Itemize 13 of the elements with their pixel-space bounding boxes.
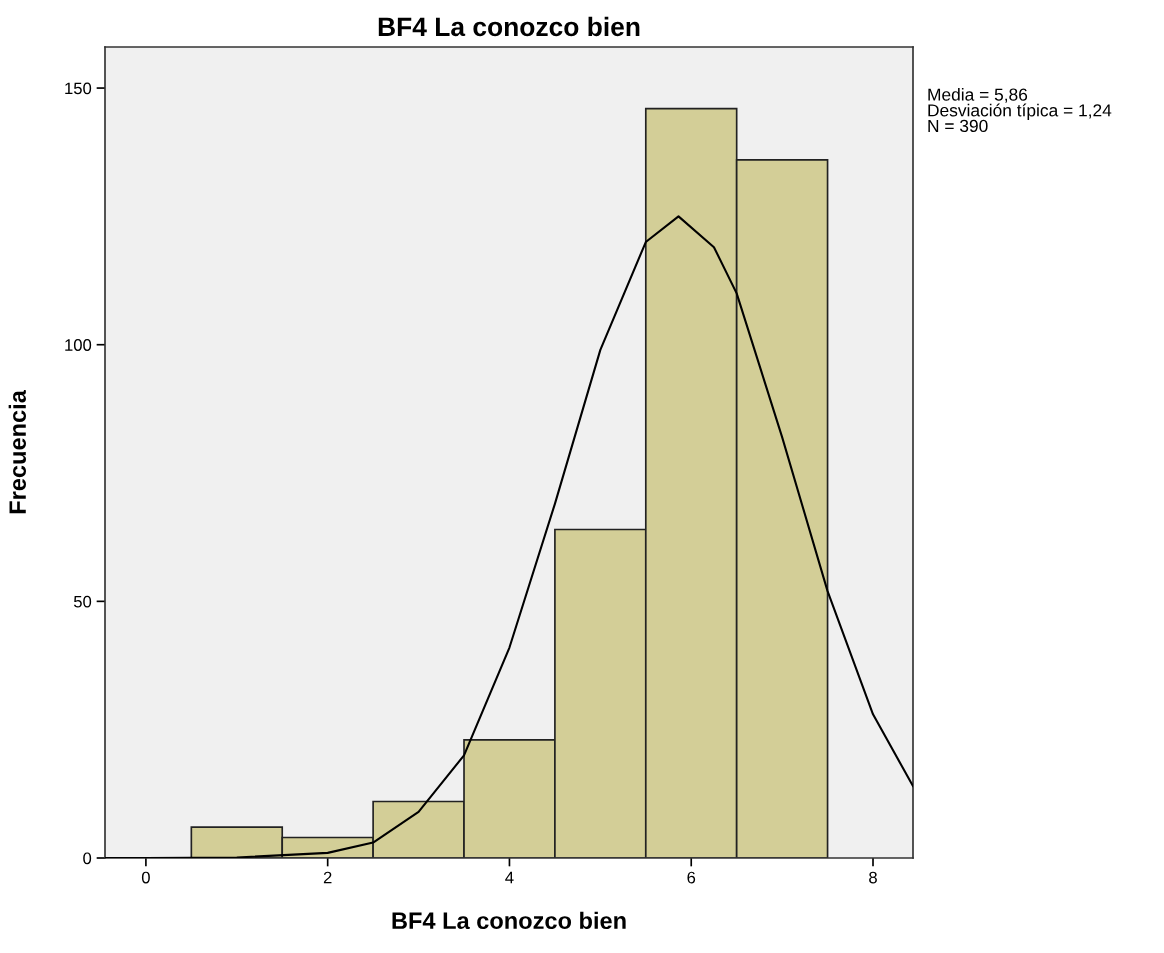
y-axis-title: Frecuencia <box>8 390 26 514</box>
x-tick-label: 8 <box>869 871 877 884</box>
y-tick-label: 150 <box>65 82 92 95</box>
text: Media = 5,86 Desviación típica = 1,24 N = 390 <box>928 88 1112 133</box>
chart-title: BF4 La conozco bien <box>378 16 640 37</box>
x-tick-label: 6 <box>687 871 696 884</box>
y-tick-label: 100 <box>65 339 92 351</box>
x-tick-label: 4 <box>505 871 514 884</box>
x-axis-title: BF4 La conozco bien <box>392 911 626 930</box>
y-tick-label: 0 <box>83 852 92 865</box>
y-tick-label: 50 <box>73 595 92 608</box>
x-tick-label: 2 <box>323 871 332 884</box>
x-tick-label: 0 <box>141 871 150 884</box>
